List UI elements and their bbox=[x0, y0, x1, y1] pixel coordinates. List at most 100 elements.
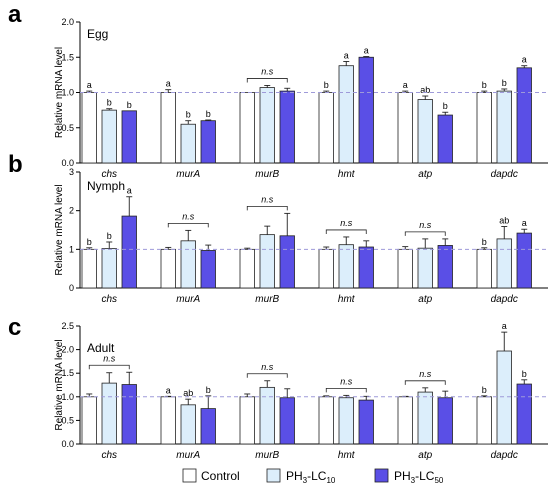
bar bbox=[239, 92, 255, 164]
stage-label: Nymph bbox=[87, 179, 125, 193]
category-label: atp bbox=[418, 169, 432, 180]
y-axis-label: Relative mRNA level bbox=[54, 47, 65, 138]
category-label: hmt bbox=[338, 450, 356, 461]
bar bbox=[476, 92, 492, 164]
category-label: murB bbox=[255, 294, 279, 305]
significance-label: b bbox=[482, 237, 487, 247]
bar bbox=[81, 396, 97, 445]
bar bbox=[279, 397, 295, 445]
significance-label: a bbox=[127, 186, 132, 196]
ns-label: n.s bbox=[182, 211, 195, 221]
significance-label: b bbox=[502, 78, 507, 88]
significance-label: a bbox=[364, 46, 369, 56]
bar bbox=[239, 248, 255, 289]
y-tick-label: 1.0 bbox=[61, 88, 74, 98]
bar bbox=[180, 240, 196, 289]
ns-label: n.s bbox=[261, 362, 274, 372]
bar bbox=[318, 248, 334, 289]
category-label: murA bbox=[176, 450, 200, 461]
bar bbox=[437, 397, 453, 445]
y-tick-label: 0.5 bbox=[61, 123, 74, 133]
legend-swatch bbox=[266, 468, 281, 483]
category-label: chs bbox=[101, 450, 117, 461]
panel-letter: a bbox=[8, 1, 22, 28]
y-axis-label: Relative mRNA level bbox=[54, 184, 65, 275]
bar bbox=[476, 248, 492, 289]
bar bbox=[516, 67, 532, 164]
bar bbox=[81, 248, 97, 289]
y-tick-label: 2.0 bbox=[61, 345, 74, 355]
category-label: chs bbox=[101, 294, 117, 305]
y-tick-label: 0.0 bbox=[61, 439, 74, 449]
category-label: chs bbox=[101, 169, 117, 180]
y-tick-label: 1.0 bbox=[61, 392, 74, 402]
y-tick-label: 3 bbox=[69, 167, 74, 177]
ns-label: n.s bbox=[261, 194, 274, 204]
legend-swatch bbox=[374, 468, 389, 483]
category-label: hmt bbox=[338, 169, 356, 180]
significance-label: b bbox=[443, 101, 448, 111]
bar bbox=[160, 396, 176, 445]
bar bbox=[121, 384, 137, 445]
ns-label: n.s bbox=[261, 66, 274, 76]
bar bbox=[437, 114, 453, 164]
bar bbox=[81, 92, 97, 164]
significance-label: a bbox=[166, 79, 171, 89]
bar bbox=[476, 396, 492, 445]
bar bbox=[496, 238, 512, 289]
significance-label: b bbox=[206, 109, 211, 119]
y-tick-label: 1.5 bbox=[61, 368, 74, 378]
significance-label: b bbox=[87, 237, 92, 247]
bar bbox=[397, 92, 413, 164]
y-tick-label: 0.5 bbox=[61, 415, 74, 425]
significance-label: a bbox=[522, 55, 527, 65]
bar bbox=[516, 232, 532, 289]
stage-label: Adult bbox=[87, 341, 115, 355]
category-label: dapdc bbox=[491, 294, 518, 305]
legend-label: PH3-LC10 bbox=[286, 469, 336, 485]
significance-label: b bbox=[482, 80, 487, 90]
bar bbox=[259, 386, 275, 445]
bar bbox=[318, 92, 334, 164]
ns-bracket bbox=[246, 205, 288, 211]
category-label: murA bbox=[176, 169, 200, 180]
ns-bracket bbox=[404, 231, 446, 236]
bar bbox=[121, 215, 137, 289]
bar bbox=[121, 110, 137, 164]
bar bbox=[338, 244, 354, 289]
ns-bracket bbox=[404, 380, 446, 385]
panel-c: c Adult Relative mRNA level 0.0 0.5 1.0 1.5 2.0… bbox=[8, 314, 548, 461]
bar bbox=[358, 56, 374, 164]
bar bbox=[397, 248, 413, 289]
significance-label: b bbox=[206, 385, 211, 395]
bar bbox=[101, 382, 117, 445]
legend-label: Control bbox=[201, 469, 240, 483]
bar bbox=[496, 90, 512, 164]
bar bbox=[101, 109, 117, 164]
significance-label: b bbox=[482, 385, 487, 395]
category-label: dapdc bbox=[491, 169, 518, 180]
panel-letter: b bbox=[8, 151, 23, 178]
legend-label: PH3-LC50 bbox=[394, 469, 444, 485]
bar bbox=[318, 396, 334, 445]
y-tick-label: 1.5 bbox=[61, 52, 74, 62]
bar bbox=[417, 99, 433, 164]
bar bbox=[200, 408, 216, 445]
significance-label: b bbox=[107, 98, 112, 108]
category-label: dapdc bbox=[491, 450, 518, 461]
bar bbox=[180, 123, 196, 164]
bar bbox=[259, 234, 275, 289]
y-tick-label: 2.0 bbox=[61, 17, 74, 27]
bar bbox=[239, 396, 255, 445]
significance-label: b bbox=[127, 100, 132, 110]
panel-letter: c bbox=[8, 314, 21, 341]
significance-label: ab bbox=[499, 216, 509, 226]
y-tick-label: 0.0 bbox=[61, 158, 74, 168]
significance-label: a bbox=[403, 80, 408, 90]
bar bbox=[338, 65, 354, 164]
y-tick-label: 2.5 bbox=[61, 321, 74, 331]
bar bbox=[417, 247, 433, 289]
significance-label: a bbox=[522, 218, 527, 228]
